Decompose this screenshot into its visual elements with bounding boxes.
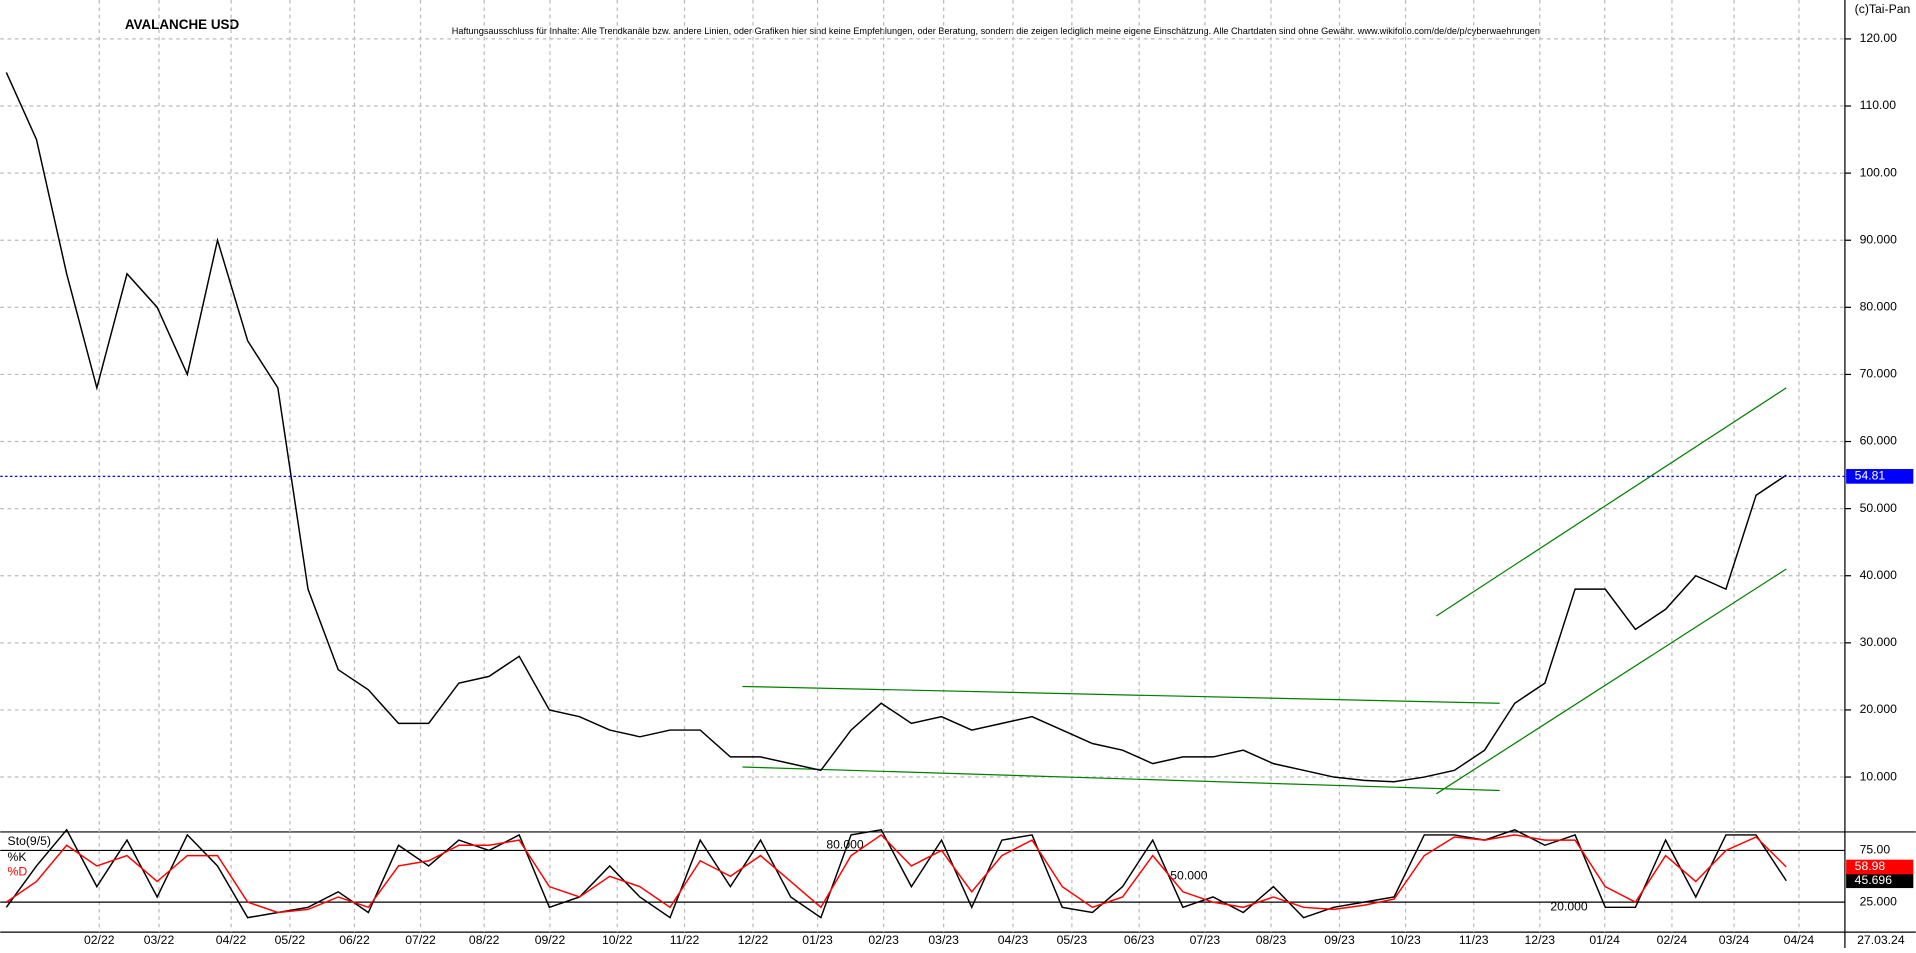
price-line: [5, 833, 1787, 914]
last-value-box: [1846, 873, 1914, 889]
x-tick-label: 04/24: [1784, 933, 1815, 947]
last-value-label: 58.98: [1855, 859, 1886, 873]
x-tick-label: 03/24: [1719, 933, 1750, 947]
x-tick-label: 07/22: [405, 933, 436, 947]
y-tick-label: 10.000: [1860, 769, 1898, 783]
trend-line: [742, 766, 1500, 792]
x-tick-label: 03/22: [144, 933, 175, 947]
trend-line: [1435, 387, 1787, 617]
y-tick-label: 120.00: [1860, 31, 1898, 45]
y-tick-label: 100.00: [1860, 165, 1898, 179]
annotation: 20.000: [1550, 900, 1588, 914]
y-tick-label: 75.00: [1860, 843, 1891, 857]
source: (c)Tai-Pan: [1855, 2, 1911, 16]
x-tick-label: 01/23: [802, 933, 833, 947]
trend-line: [1435, 568, 1787, 795]
x-tick-label: 11/22: [670, 933, 700, 947]
x-tick-label: 09/22: [535, 933, 566, 947]
indicator-title: Sto(9/5): [8, 834, 51, 848]
x-tick-label: 08/22: [469, 933, 500, 947]
x-tick-label: 12/23: [1525, 933, 1556, 947]
y-tick-label: 50.000: [1860, 501, 1898, 515]
x-tick-label: 07/23: [1190, 933, 1221, 947]
trend-line: [742, 685, 1500, 704]
x-tick-label: 08/23: [1256, 933, 1287, 947]
x-tick-label: 02/24: [1657, 933, 1688, 947]
x-tick-label: 05/22: [275, 933, 306, 947]
legend-entry: %D: [8, 864, 28, 878]
x-tick-label: 12/22: [738, 933, 769, 947]
last-value-box: [1846, 859, 1914, 875]
y-tick-label: 20.000: [1860, 702, 1898, 716]
disclaimer: Haftungsausschluss für Inhalte: Alle Tre…: [452, 26, 1540, 36]
x-tick-label: 03/23: [928, 933, 959, 947]
annotation: 50.000: [1170, 869, 1208, 883]
last-price-box: [1846, 469, 1914, 484]
last-value-label: 45.696: [1855, 873, 1893, 887]
x-tick-label: 04/23: [998, 933, 1029, 947]
y-tick-label: 90.000: [1860, 232, 1898, 246]
x-tick-label: 10/22: [602, 933, 633, 947]
x-tick-label: 10/23: [1390, 933, 1421, 947]
y-tick-label: 80.000: [1860, 300, 1898, 314]
last-price-label: 54.81: [1855, 469, 1886, 483]
x-tick-label: 01/24: [1589, 933, 1620, 947]
annotation: 80.000: [826, 837, 864, 851]
y-tick-label: 25.000: [1860, 894, 1898, 908]
legend-entry: %K: [8, 850, 27, 864]
x-tick-label: 09/23: [1324, 933, 1355, 947]
y-tick-label: 110.00: [1860, 98, 1897, 112]
x-tick-label: 04/22: [216, 933, 247, 947]
y-tick-label: 70.000: [1860, 367, 1898, 381]
y-tick-label: 60.000: [1860, 434, 1898, 448]
price-line: [5, 72, 1787, 783]
x-tick-label: 11/23: [1459, 933, 1489, 947]
x-tick-label: 06/22: [339, 933, 370, 947]
price-line: [5, 828, 1787, 919]
chart-title: AVALANCHE USD: [125, 17, 240, 32]
x-tick-label: 06/23: [1124, 933, 1155, 947]
y-tick-label: 30.000: [1860, 635, 1898, 649]
x-tick-label: 05/23: [1057, 933, 1088, 947]
y-tick-label: 40.000: [1860, 568, 1898, 582]
date-label: 27.03.24: [1857, 933, 1905, 947]
x-tick-label: 02/22: [84, 933, 115, 947]
x-tick-label: 02/23: [868, 933, 899, 947]
